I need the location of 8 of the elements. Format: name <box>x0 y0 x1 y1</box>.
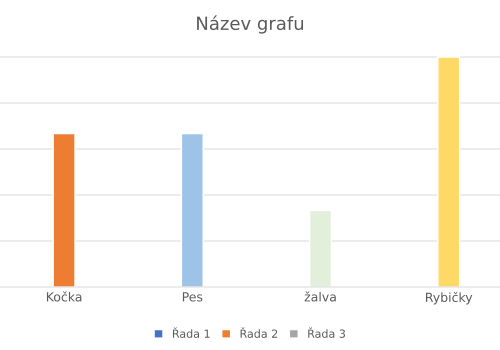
legend-label: Řada 2 <box>240 327 278 338</box>
chart-title: Název grafu <box>197 15 304 34</box>
x-tick-label: žalva <box>304 291 336 302</box>
x-tick-label: Pes <box>182 292 202 302</box>
legend-label: Řada 3 <box>308 327 345 338</box>
text: Řada 1 <box>172 327 210 338</box>
x-tick-label: Rybičky <box>426 292 472 304</box>
x-tick-label: Kočka <box>46 291 82 302</box>
